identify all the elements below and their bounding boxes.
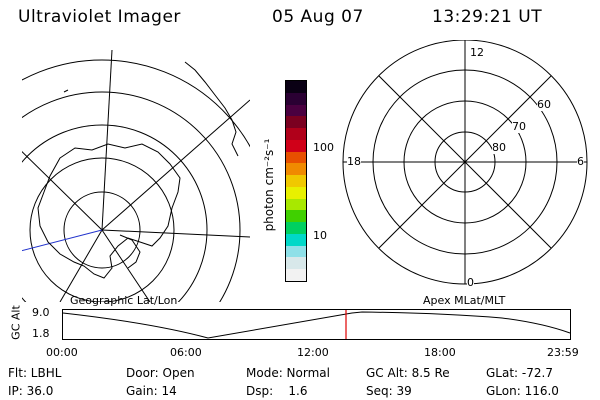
gc-alt-info: GC Alt: 8.5 Re [366,366,450,380]
mlat-label-60: 60 [537,98,551,111]
colorbar-segment [286,151,306,164]
colorbar-segment [286,245,306,258]
lat-circle [22,59,250,148]
coastline [63,89,69,93]
geographic-map [22,49,250,302]
mlt-label-18: 18 [347,155,361,168]
mlat-label-70: 70 [512,120,526,133]
colorbar-segment [286,104,306,117]
colorbar-tick-10: 10 [313,229,327,242]
timeline-ytick-min: 1.8 [32,327,50,340]
meridian-line [59,229,103,302]
gain-info: Gain: 14 [126,384,177,398]
timeline-ytick-max: 9.0 [32,306,50,319]
glon-info: GLon: 116.0 [486,384,559,398]
timeline-xtick-0600: 06:00 [170,346,202,359]
antarctica-coastline [37,143,181,279]
filter-info: Flt: LBHL [8,366,62,380]
apex-label: Apex MLat/MLT [423,294,506,307]
glat-info: GLat: -72.7 [486,366,553,380]
mlat-label-80: 80 [492,141,506,154]
coastline [119,234,141,269]
date-label: 05 Aug 07 [272,7,364,27]
colorbar-segment [286,198,306,211]
colorbar-segment [286,128,306,140]
timeline-xtick-1200: 12:00 [297,346,329,359]
coastline [184,61,239,157]
timeline-ylabel: GC Alt [9,305,23,340]
meridian-line [22,150,103,231]
lat-circle [22,124,208,302]
geographic-label: Geographic Lat/Lon [70,294,178,307]
colorbar-segment [286,175,306,187]
mode-info: Mode: Normal [246,366,330,380]
altitude-timeline [62,309,571,340]
timeline-xtick-1800: 18:00 [424,346,456,359]
colorbar-segment [286,81,306,93]
colorbar-segment [286,92,306,105]
ip-info: IP: 36.0 [8,384,54,398]
altitude-curve [62,311,571,339]
colorbar-segment [286,257,306,270]
colorbar-segment [286,222,306,234]
colorbar-segment [286,210,306,223]
lat-circle [29,157,175,302]
timeline-xtick-0000: 00:00 [46,346,78,359]
colorbar-segment [286,116,306,129]
meridian-line [101,49,113,231]
lat-circle [22,91,241,302]
colorbar-segment [286,269,306,282]
colorbar-segment [286,233,306,246]
polar-plot [342,40,588,285]
door-info: Door: Open [126,366,195,380]
mlt-line-diagonal [378,75,552,249]
meridian-line [101,229,151,302]
colorbar-tick-100: 100 [313,141,334,154]
mlt-label-0: 0 [467,276,474,289]
meridian-line [101,99,250,231]
mlt-label-6: 6 [577,155,584,168]
colorbar-segment [286,163,306,176]
colorbar-segment [286,186,306,199]
dsp-info: Dsp: 1.6 [246,384,308,398]
colorbar [285,80,307,282]
time-label: 13:29:21 UT [432,7,543,27]
lat-circle [63,191,141,269]
colorbar-label: photon cm⁻²s⁻¹ [262,138,276,232]
mlt-label-12: 12 [470,46,484,59]
timeline-xtick-2359: 23:59 [547,346,579,359]
app-title: Ultraviolet Imager [18,7,181,27]
noon-meridian-line [22,229,103,252]
colorbar-segment [286,139,306,152]
meridian-line [101,229,250,238]
seq-info: Seq: 39 [366,384,412,398]
